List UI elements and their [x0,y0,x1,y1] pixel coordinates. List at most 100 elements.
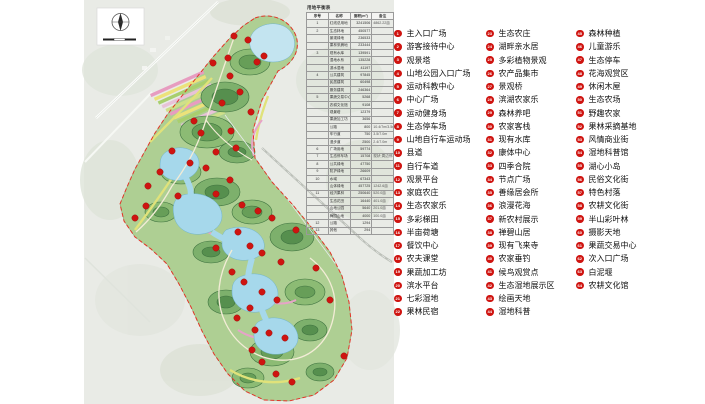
poi-dot-marker [258,249,266,257]
table-cell: 1242.6亩 [371,182,394,191]
red-dot-marker-icon: 52 [576,122,584,131]
table-cell: 1 [306,19,329,28]
poi-dot-marker [218,99,226,107]
legend-item-label: 浪漫花海 [498,201,531,211]
table-cell: 47750 [349,160,373,169]
table-cell: 生态林地 [327,26,351,36]
red-dot-marker-icon: 62 [576,255,584,263]
table-row: 12 公路 1294 [306,219,394,228]
legend-item: 16 半亩荷塘 [394,226,486,239]
poi-dot-marker [186,159,194,167]
table-cell: 800 [349,123,373,132]
poi-dot-marker [209,59,217,67]
red-dot-marker-icon: 30 [486,122,494,131]
table-row: 梅园山地 4000 100.0亩 [306,211,394,221]
table-cell [371,86,394,95]
table-cell: 梅园山地 [327,211,351,221]
table-cell: 广场用地 [327,145,351,154]
table-cell: 4862.22亩 [371,19,394,28]
table-cell [371,93,394,102]
table-header-cell: 面积(m²) [349,11,373,21]
legend-item: 9 山地自行车运动场 [394,133,486,146]
red-dot-marker-icon: 57 [576,188,584,197]
red-dot-marker-icon: 51 [576,109,584,117]
legend-item: 30 农家客栈 [486,120,578,133]
legend-item: 53 风情商业街 [576,133,668,146]
red-dot-marker-icon: 25 [486,56,494,64]
poi-dot-marker [281,334,289,342]
legend-item: 36 浪漫花海 [486,199,578,212]
poi-dot-marker [273,296,281,304]
table-cell [371,167,394,176]
table-header-cell: 备注 [371,11,394,21]
red-dot-marker-icon: 2 [394,43,402,51]
table-cell: 250640 [349,189,373,199]
table-cell: 236533 [349,34,373,43]
table-cell: 97845 [349,71,373,80]
legend-item-label: 生态停车 [588,55,621,65]
poi-dot-marker [236,88,244,96]
table-header-row: 序号 名称 面积(m²) 备注 [306,11,394,21]
legend-item: 49 休闲木屋 [576,80,668,93]
table-cell: 公路 [327,123,351,132]
legend-item: 59 半山彩叶林 [576,213,668,226]
poi-dot-marker [246,304,254,312]
legend-item: 46 儿童游乐 [576,40,668,53]
table-cell: 水域 [327,174,351,184]
poi-dot-marker [168,147,176,155]
legend-item-label: 农耕文化街 [588,201,629,211]
table-cell: 公路 [327,219,351,228]
legend-item-label: 节点广场 [498,174,531,184]
legend-item: 33 四季合院 [486,160,578,173]
table-cell: 294 [349,226,373,236]
table-cell: 山体绿地 [327,182,351,191]
table-cell: 9108 [349,100,373,110]
legend-item-label: 多彩植物景观 [498,55,547,65]
legend-item: 18 农夫课堂 [394,252,486,265]
table-cell [371,78,394,88]
table-cell: 135228 [349,56,373,65]
poi-dot-marker [326,296,334,304]
poi-dot-marker [227,127,235,135]
legend-item: 62 次入口广场 [576,252,668,265]
legend-item: 10 县道 [394,146,486,159]
table-cell: 车行道 [327,130,351,139]
red-dot-marker-icon: 61 [576,241,584,250]
poi-dot-marker [288,378,296,386]
legend-item: 5 运动科教中心 [394,80,486,93]
poi-dot-marker [224,54,232,62]
red-dot-marker-icon: 27 [486,82,494,91]
table-cell: 401.0亩 [371,197,394,206]
legend-item-label: 农家客栈 [498,121,531,131]
table-cell: 139591 [349,49,373,58]
legend-item-label: 运动健身场 [406,108,447,118]
legend-item-label: 绘画天地 [498,294,531,304]
red-dot-marker-icon: 31 [486,135,494,144]
legend-item: 64 农耕文化馆 [576,279,668,292]
table-cell: 246364 [349,86,373,95]
table-row: 服务建筑 246364 [306,86,394,95]
red-dot-marker-icon: 63 [576,268,584,276]
table-cell: 10 [306,174,329,184]
red-dot-marker-icon: 55 [576,162,584,170]
legend-item: 50 生态农场 [576,93,668,106]
poi-dot-marker [202,164,210,172]
poi-dot-marker [156,168,164,176]
table-row: 果林采摘地 233444 [306,41,394,51]
legend-item-label: 中心广场 [406,95,439,105]
table-cell [371,34,394,43]
table-cell [306,182,329,191]
table-row: 滨水湿地 41197 [306,63,394,73]
legend-item-label: 县道 [406,148,423,158]
red-dot-marker-icon: 22 [394,308,402,316]
legend-item-label: 民俗文化街 [588,174,629,184]
table-cell [371,63,394,73]
red-dot-marker-icon: 12 [394,175,402,184]
site-boundary-line [119,15,353,402]
table-cell: 233444 [349,41,373,51]
table-cell: 果蔬加工坊 [327,115,351,125]
legend-item: 51 野趣农家 [576,107,668,120]
table-cell: 67343 [349,174,373,184]
table-cell [306,56,329,65]
legend-item-label: 农产品集市 [498,68,539,78]
